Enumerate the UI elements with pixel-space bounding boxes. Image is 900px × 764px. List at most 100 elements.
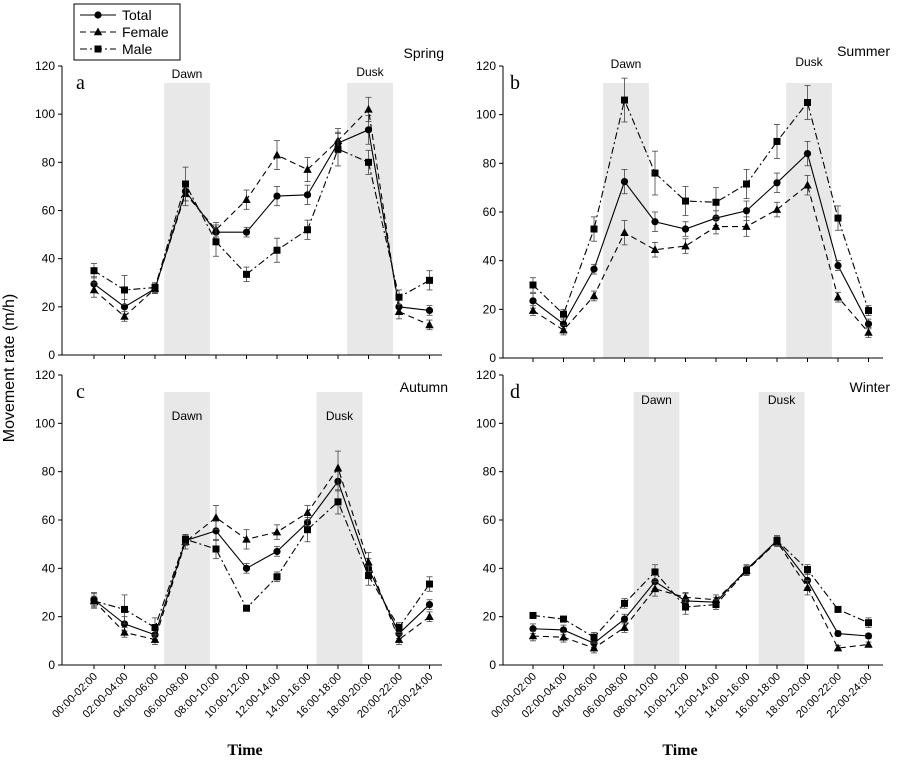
data-point-male [334, 145, 342, 153]
data-point-male [151, 624, 159, 632]
y-tick-label: 120 [35, 368, 55, 382]
data-point-male [621, 599, 628, 607]
y-tick-label: 20 [483, 302, 497, 316]
data-point-male [395, 624, 403, 632]
panel-letter: d [510, 381, 520, 403]
data-point-male [590, 225, 598, 233]
data-point-male [804, 566, 811, 574]
band-label-dusk: Dusk [356, 65, 384, 79]
panel-letter: b [510, 72, 520, 94]
data-point-male [834, 214, 842, 222]
series-line-total [93, 129, 430, 311]
data-point-male [304, 526, 311, 534]
data-point-male [273, 573, 281, 581]
data-point-male [865, 619, 872, 627]
band-dawn [164, 82, 210, 355]
legend-label-female: Female [122, 24, 169, 40]
band-label-dawn: Dawn [611, 57, 642, 71]
y-axis-label: Movement rate (m/h) [1, 294, 18, 442]
data-point-female [120, 311, 129, 320]
data-point-male [682, 603, 689, 611]
data-point-total [559, 320, 568, 328]
data-point-male [712, 601, 720, 609]
data-point-male [865, 307, 872, 315]
data-point-female [681, 592, 690, 601]
data-point-female [864, 639, 873, 648]
series-male [529, 535, 872, 643]
data-point-female [620, 623, 629, 631]
series-line-female [93, 466, 430, 641]
y-tick-label: 120 [476, 368, 496, 382]
data-point-female [528, 631, 538, 640]
band-label-dawn: Dawn [172, 67, 203, 81]
data-point-female [150, 635, 160, 643]
data-point-total [120, 303, 129, 311]
data-point-female [242, 195, 251, 203]
data-point-female [303, 508, 312, 517]
data-point-total [773, 179, 781, 187]
series-female [528, 175, 873, 338]
data-point-male [426, 580, 433, 588]
data-point-total [742, 207, 751, 215]
data-point-male [743, 567, 750, 575]
data-point-female [425, 612, 434, 620]
data-point-male [834, 605, 842, 613]
y-tick-label: 60 [483, 205, 497, 219]
data-point-male [773, 137, 781, 145]
y-tick-label: 60 [483, 513, 497, 527]
y-tick-label: 40 [42, 561, 56, 575]
panel-letter: c [76, 381, 85, 403]
data-point-female [711, 222, 721, 230]
data-point-female [620, 228, 629, 236]
data-point-female [772, 205, 782, 213]
data-point-total [242, 228, 251, 236]
series-line-female [532, 540, 869, 649]
data-point-total [529, 297, 537, 305]
y-tick-label: 20 [483, 610, 497, 624]
y-tick-label: 40 [42, 252, 56, 266]
data-point-total [425, 600, 434, 609]
data-point-total [620, 615, 629, 623]
data-point-female [864, 327, 873, 336]
y-tick-label: 20 [42, 610, 56, 624]
season-label: Winter [850, 379, 891, 395]
data-point-male [121, 605, 128, 613]
season-label: Summer [837, 43, 890, 59]
y-tick-label: 100 [476, 416, 496, 430]
x-axis-label-right: Time [662, 742, 697, 759]
data-point-total [864, 320, 873, 328]
y-tick-label: 120 [35, 59, 55, 73]
data-point-female [364, 104, 373, 113]
data-point-male [212, 238, 220, 246]
data-point-total [425, 306, 434, 315]
data-point-male [651, 169, 659, 177]
legend-label-male: Male [122, 41, 153, 57]
data-point-female [589, 643, 599, 652]
data-point-female [742, 222, 751, 230]
legend-marker-male [94, 45, 102, 53]
y-tick-label: 60 [42, 204, 56, 218]
y-tick-label: 40 [483, 254, 497, 268]
y-tick-label: 60 [42, 513, 56, 527]
data-point-male [743, 180, 750, 188]
series-line-total [93, 480, 430, 636]
y-tick-label: 0 [48, 348, 55, 362]
data-point-female [120, 627, 129, 636]
data-point-total [242, 564, 251, 572]
series-line-male [532, 98, 870, 316]
data-point-female [425, 320, 434, 329]
data-point-female [242, 534, 251, 543]
band-dawn [164, 391, 210, 665]
data-point-total [273, 192, 281, 200]
y-tick-label: 80 [42, 465, 56, 479]
data-point-male [182, 535, 189, 543]
data-point-total [620, 177, 629, 186]
series-total [529, 535, 873, 649]
panel-d: Dawn Dusk02040608010012000:00-02:0002:00-… [476, 368, 890, 721]
data-point-total [651, 218, 659, 226]
data-point-female [559, 325, 568, 334]
season-label: Spring [404, 45, 444, 61]
data-point-total [803, 150, 812, 158]
